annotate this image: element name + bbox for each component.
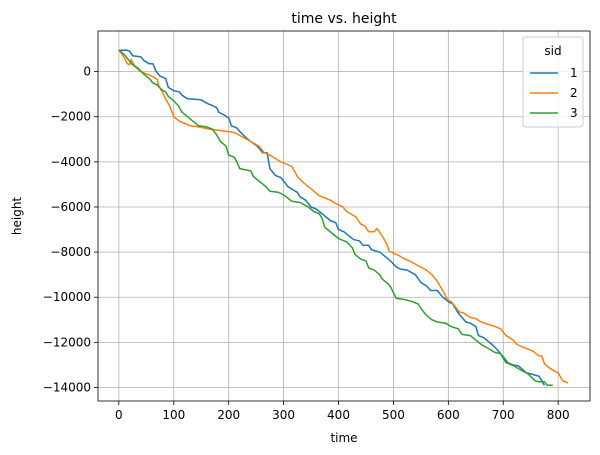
- x-tick-label: 800: [547, 408, 570, 422]
- x-tick-label: 400: [327, 408, 350, 422]
- series-lines: [118, 49, 569, 386]
- y-axis-ticks: 0 −2000 −4000 −6000 −8000 −10000 −12000 −14000: [43, 65, 98, 394]
- series-line-3: [118, 49, 553, 386]
- legend-label-1: 1: [570, 66, 578, 80]
- plot-background: [98, 31, 590, 401]
- x-tick-label: 200: [217, 408, 240, 422]
- y-tick-label: −10000: [43, 290, 91, 304]
- legend-label-3: 3: [570, 106, 578, 120]
- x-tick-label: 100: [162, 408, 185, 422]
- legend-items: 1 2 3: [530, 66, 578, 120]
- x-tick-label: 0: [115, 408, 123, 422]
- y-tick-label: −8000: [50, 245, 91, 259]
- plot-frame: [97, 30, 591, 402]
- y-tick-label: −14000: [43, 380, 91, 394]
- x-tick-label: 600: [437, 408, 460, 422]
- series-line-2: [118, 49, 569, 384]
- legend-label-2: 2: [570, 86, 578, 100]
- x-tick-label: 300: [272, 408, 295, 422]
- series-line-1: [118, 49, 546, 386]
- y-axis-label: height: [10, 197, 24, 236]
- chart-title: time vs. height: [291, 11, 397, 27]
- y-tick-label: −12000: [43, 335, 91, 349]
- y-tick-label: −4000: [50, 155, 91, 169]
- y-tick-label: −2000: [50, 110, 91, 124]
- x-tick-label: 700: [492, 408, 515, 422]
- y-tick-label: 0: [83, 65, 91, 79]
- legend-title: sid: [544, 44, 561, 58]
- legend-box: [522, 36, 584, 128]
- legend: sid 1 2 3: [522, 36, 584, 128]
- y-tick-label: −6000: [50, 200, 91, 214]
- x-axis-label: time: [330, 431, 357, 445]
- x-tick-label: 500: [382, 408, 405, 422]
- x-axis-ticks: 0 100 200 300 400 500 600 700 800: [115, 401, 570, 422]
